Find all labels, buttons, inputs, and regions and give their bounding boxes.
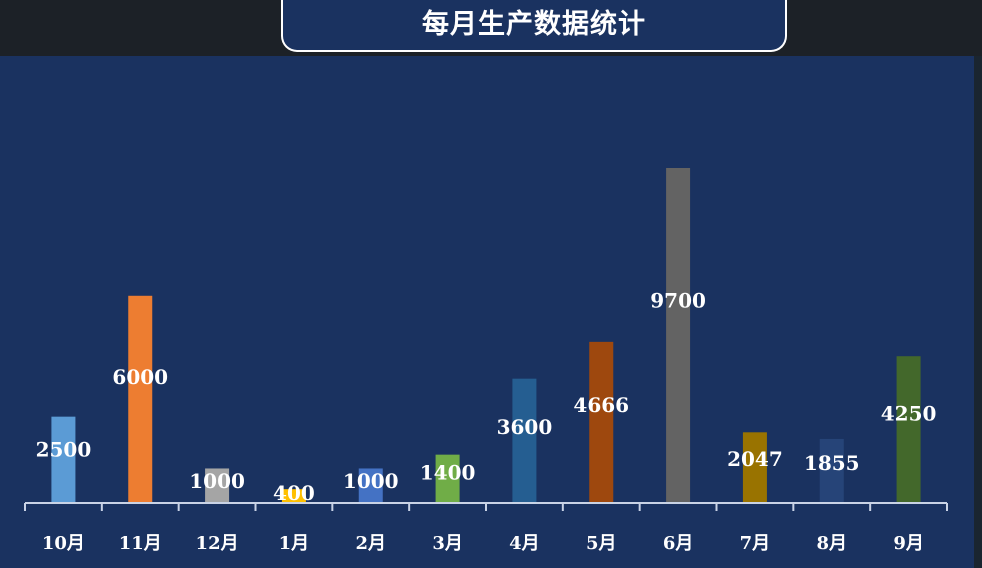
data-label: 6000 <box>112 365 168 389</box>
bar <box>435 454 460 503</box>
data-label: 1855 <box>804 451 860 475</box>
bar <box>358 468 383 503</box>
bar <box>819 438 844 503</box>
data-label: 2047 <box>727 447 783 471</box>
x-tick-label: 9月 <box>893 533 924 554</box>
bar <box>666 168 691 503</box>
data-label: 1000 <box>189 469 245 493</box>
x-tick-label: 4月 <box>509 533 540 554</box>
title-box: 每月生产数据统计 <box>281 0 787 52</box>
bar <box>742 432 767 503</box>
data-label: 4666 <box>573 393 629 417</box>
chart-panel <box>0 56 974 568</box>
x-tick-label: 12月 <box>196 533 239 554</box>
bar <box>281 489 306 503</box>
x-tick-label: 8月 <box>816 533 847 554</box>
data-label: 1000 <box>343 469 399 493</box>
x-tick-label: 1月 <box>279 533 310 554</box>
chart-title: 每月生产数据统计 <box>422 8 646 40</box>
panel-edge <box>974 56 982 568</box>
bar <box>128 295 153 503</box>
data-label: 4250 <box>881 401 937 425</box>
data-label: 3600 <box>497 415 553 439</box>
x-tick-label: 2月 <box>355 533 386 554</box>
bar <box>896 356 921 503</box>
data-label: 1400 <box>420 460 476 484</box>
bar <box>512 378 537 503</box>
x-tick-label: 5月 <box>586 533 617 554</box>
bar <box>589 341 614 503</box>
data-label: 2500 <box>36 438 92 462</box>
data-label: 400 <box>273 481 315 505</box>
x-tick-label: 10月 <box>42 533 85 554</box>
bar <box>205 468 230 503</box>
x-tick-label: 11月 <box>119 533 162 554</box>
x-tick-label: 7月 <box>740 533 771 554</box>
x-tick-label: 3月 <box>432 533 463 554</box>
data-label: 9700 <box>650 289 706 313</box>
bar <box>51 416 76 503</box>
x-tick-label: 6月 <box>663 533 694 554</box>
